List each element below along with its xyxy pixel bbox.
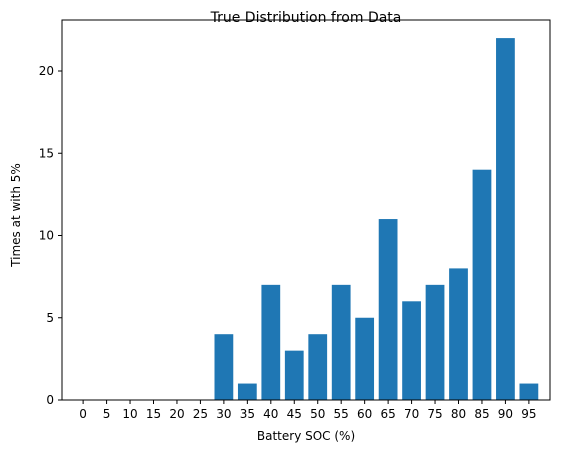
bar-45	[284, 350, 304, 400]
x-tick-label-95: 95	[521, 407, 536, 421]
plot-area: 0 5 10 15 20 25 30 35 40 45 50 55 60 65 70 75 80 85 90 95 0 5…	[39, 19, 551, 421]
x-tick-label-10: 10	[122, 407, 137, 421]
x-tick-label-30: 30	[216, 407, 231, 421]
bar-35	[237, 383, 257, 400]
chart-title: True Distribution from Data	[210, 10, 402, 26]
bar-90	[496, 38, 515, 400]
x-tick-label-50: 50	[310, 407, 325, 421]
bar-85	[472, 169, 492, 400]
bar-65	[378, 219, 398, 400]
y-axis-label: Times at with 5%	[9, 163, 23, 268]
bar-55	[331, 284, 351, 400]
bar-30	[214, 334, 234, 400]
bar-95	[519, 383, 539, 400]
x-tick-label-5: 5	[103, 407, 111, 421]
x-tick-label-85: 85	[474, 407, 489, 421]
bar-60	[355, 317, 375, 400]
x-tick-label-90: 90	[498, 407, 513, 421]
x-tick-label-80: 80	[451, 407, 466, 421]
x-tick-label-55: 55	[334, 407, 349, 421]
y-tick-label-20: 20	[39, 64, 54, 78]
bar-40	[261, 284, 281, 400]
bar-75	[425, 284, 445, 400]
x-tick-label-70: 70	[404, 407, 419, 421]
y-tick-label-5: 5	[46, 311, 54, 325]
x-tick-label-40: 40	[263, 407, 278, 421]
x-tick-label-20: 20	[169, 407, 184, 421]
bar-80	[449, 268, 468, 400]
x-tick-label-25: 25	[193, 407, 208, 421]
y-tick-label-10: 10	[39, 229, 54, 243]
y-tick-label-0: 0	[46, 393, 54, 407]
x-tick-label-0: 0	[79, 407, 87, 421]
x-tick-label-35: 35	[240, 407, 255, 421]
x-axis-label: Battery SOC (%)	[257, 429, 355, 443]
bar-70	[402, 301, 421, 400]
y-tick-label-15: 15	[39, 146, 54, 160]
plot-frame	[61, 19, 551, 401]
x-tick-label-15: 15	[146, 407, 161, 421]
bar-50	[308, 334, 328, 400]
x-tick-label-45: 45	[287, 407, 302, 421]
x-tick-label-60: 60	[357, 407, 372, 421]
x-tick-label-65: 65	[380, 407, 395, 421]
x-tick-label-75: 75	[427, 407, 442, 421]
